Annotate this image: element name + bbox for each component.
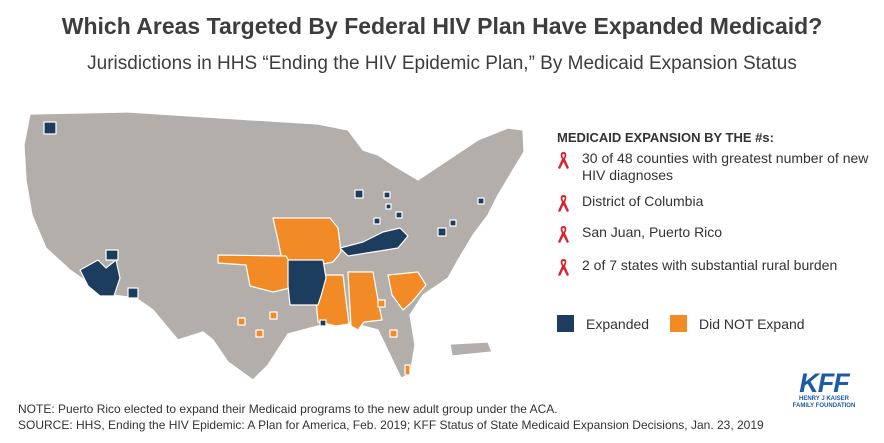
legend-item-rural: 2 of 7 states with substantial rural bur…	[557, 257, 882, 277]
county-wayne-mi	[383, 191, 391, 199]
state-south-carolina	[387, 271, 427, 311]
county-marion-in	[373, 217, 381, 225]
county-cook-il	[354, 189, 364, 199]
red-ribbon-icon	[558, 259, 569, 276]
county-louisiana	[319, 319, 327, 327]
county-florida-a	[389, 329, 398, 338]
legend-item-label: San Juan, Puerto Rico	[582, 224, 723, 240]
chart-subtitle: Jurisdictions in HHS “Ending the HIV Epi…	[87, 53, 797, 74]
expanded-swatch	[557, 315, 574, 332]
legend-item-dc: District of Columbia	[557, 193, 882, 213]
legend-item-san-juan: San Juan, Puerto Rico	[557, 224, 882, 244]
legend-heading: MEDICAID EXPANSION BY THE #s:	[557, 130, 774, 145]
note-text: NOTE: Puerto Rico elected to expand thei…	[18, 402, 558, 416]
state-missouri	[272, 217, 342, 266]
county-clark-nv	[105, 249, 119, 261]
county-texas-a	[237, 317, 246, 326]
chart-title: Which Areas Targeted By Federal HIV Plan…	[61, 13, 823, 39]
counties-southern-california	[79, 259, 121, 297]
county-texas-b	[255, 329, 264, 338]
state-arkansas	[287, 259, 327, 306]
kff-logo: KFF HENRY J KAISER FAMILY FOUNDATION	[789, 370, 859, 410]
legend-item-label: 2 of 7 states with substantial rural bur…	[582, 257, 838, 273]
legend-item-counties: 30 of 48 counties with greatest number o…	[557, 150, 882, 184]
red-ribbon-icon	[558, 152, 569, 169]
state-alabama	[347, 271, 383, 331]
county-florida-b	[404, 364, 411, 376]
state-kentucky	[339, 227, 409, 257]
us-landmass	[23, 111, 525, 381]
logo-mark: KFF	[799, 368, 849, 398]
county-texas-c	[269, 311, 278, 320]
county-georgia	[377, 299, 386, 308]
not-expanded-swatch	[670, 315, 687, 332]
county-dc-md	[437, 227, 447, 237]
red-ribbon-icon	[558, 226, 569, 243]
puerto-rico	[449, 341, 493, 357]
county-king-wa	[43, 121, 57, 135]
logo-line-1: HENRY J KAISER	[798, 396, 849, 402]
key-not-expanded: Did NOT Expand	[670, 315, 805, 332]
legend-item-label: 30 of 48 counties with greatest number o…	[582, 150, 869, 183]
county-maricopa-az	[127, 287, 139, 299]
logo-line-2: FAMILY FOUNDATION	[792, 403, 856, 409]
county-new-york	[477, 197, 485, 205]
legend-item-label: District of Columbia	[582, 193, 704, 209]
county-ohio-a	[385, 203, 392, 210]
key-expanded: Expanded	[557, 315, 649, 332]
state-oklahoma	[217, 254, 291, 293]
red-ribbon-icon	[558, 195, 569, 212]
county-franklin-oh	[395, 211, 403, 219]
county-baltimore-md	[449, 219, 457, 227]
expanded-label: Expanded	[586, 315, 650, 332]
not-expanded-label: Did NOT Expand	[699, 315, 805, 332]
footnotes: NOTE: Puerto Rico elected to expand thei…	[18, 401, 764, 433]
source-text: SOURCE: HHS, Ending the HIV Epidemic: A …	[18, 418, 764, 432]
us-map	[23, 111, 525, 381]
